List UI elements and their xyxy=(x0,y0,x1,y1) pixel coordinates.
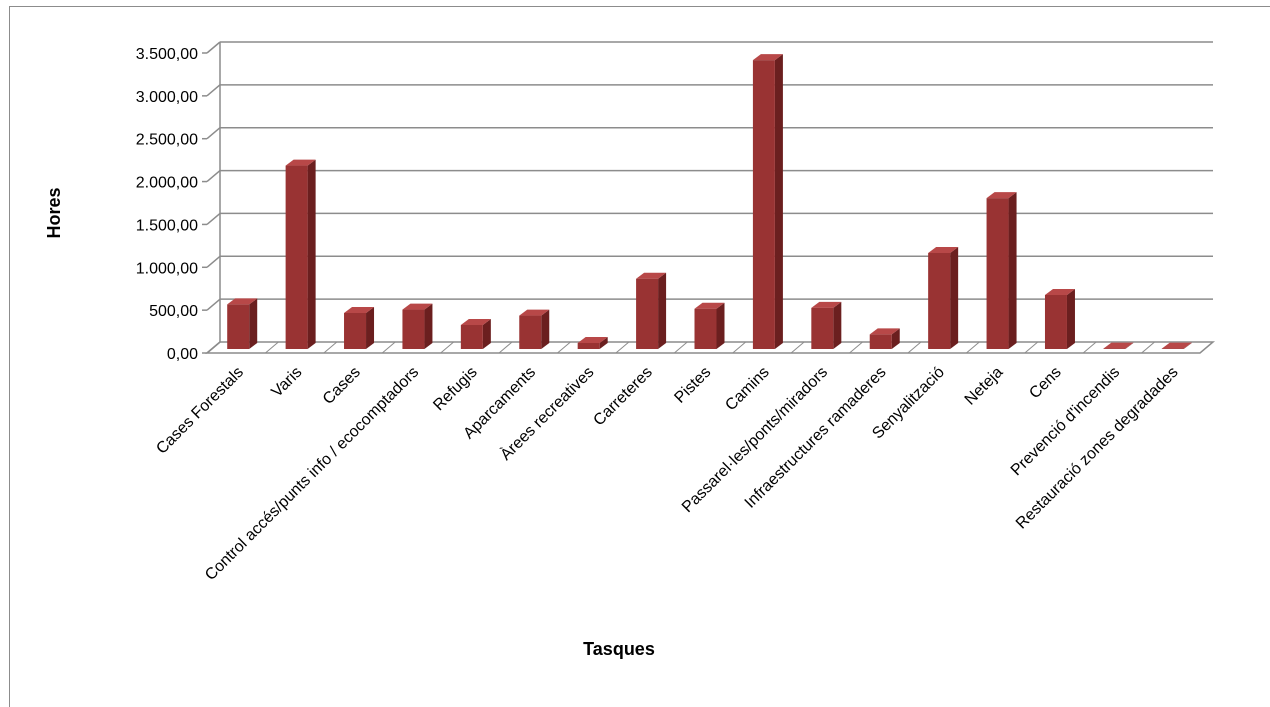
bar xyxy=(1103,343,1133,349)
bar xyxy=(1045,289,1075,349)
bar-side xyxy=(308,160,316,349)
gridline-depth xyxy=(207,299,220,310)
floor-separator xyxy=(966,342,979,353)
bar-side xyxy=(249,298,257,349)
y-tick-label: 3.500,00 xyxy=(136,46,198,63)
x-tick-label: Prevenció d'incendis xyxy=(1008,364,1123,479)
gridline-depth xyxy=(207,256,220,267)
floor-separator xyxy=(499,342,512,353)
y-tick-label: 1.000,00 xyxy=(136,260,198,277)
floor-separator xyxy=(265,342,278,353)
bar xyxy=(987,192,1017,349)
x-tick-label: Carreteres xyxy=(590,364,655,429)
bar xyxy=(753,54,783,349)
x-tick-label: Cens xyxy=(1026,364,1064,402)
gridline-depth xyxy=(207,213,220,224)
y-tick-label: 2.000,00 xyxy=(136,175,198,192)
floor-separator xyxy=(1142,342,1155,353)
bar-top xyxy=(1103,343,1133,349)
y-tick-label: 2.500,00 xyxy=(136,132,198,149)
bar-front xyxy=(286,166,308,349)
x-tick-label: Camins xyxy=(722,364,772,414)
bar-front xyxy=(227,304,249,349)
bar xyxy=(227,298,257,349)
floor-separator xyxy=(850,342,863,353)
bar xyxy=(461,319,491,349)
y-tick-label: 3.000,00 xyxy=(136,89,198,106)
y-tick-layer: 0,00 500,00 1.000,00 1.500,00 2.000,00 2.500,… xyxy=(136,46,198,363)
floor-separator xyxy=(674,342,687,353)
floor-separator xyxy=(382,342,395,353)
gridline-depth xyxy=(207,171,220,182)
bar-front xyxy=(1045,295,1067,349)
bar xyxy=(811,302,841,349)
bar xyxy=(578,337,608,349)
bar-front xyxy=(461,325,483,349)
bar-side xyxy=(1067,289,1075,349)
x-axis-title: Tasques xyxy=(583,639,655,659)
bar-side xyxy=(424,304,432,349)
gridline-depth xyxy=(207,85,220,96)
bar-front xyxy=(578,343,600,349)
bar-front xyxy=(519,316,541,349)
y-axis-title: Hores xyxy=(44,187,64,238)
bar xyxy=(870,328,900,349)
x-tick-label: Refugis xyxy=(430,364,480,414)
bar xyxy=(636,273,666,349)
x-tick-label: Cases Forestals xyxy=(153,364,247,458)
bar xyxy=(928,247,958,349)
floor-separator xyxy=(1025,342,1038,353)
bar xyxy=(286,160,316,349)
bar xyxy=(695,303,725,349)
bar xyxy=(519,310,549,349)
bar-side xyxy=(950,247,958,349)
bar xyxy=(402,304,432,349)
y-tick-label: 0,00 xyxy=(167,346,198,363)
bar xyxy=(1162,343,1192,349)
x-tick-label: Pistes xyxy=(671,364,714,407)
x-tick-label: Àrees recreatives xyxy=(496,362,597,463)
gridline-depth xyxy=(207,128,220,139)
x-tick-label: Varis xyxy=(268,364,305,401)
bar-front xyxy=(402,310,424,349)
y-tick-label: 500,00 xyxy=(149,303,198,320)
bar-front xyxy=(987,198,1009,349)
left-wall-edge xyxy=(207,42,220,353)
floor-separator xyxy=(733,342,746,353)
bar-side xyxy=(717,303,725,349)
floor-separator xyxy=(557,342,570,353)
bar-front xyxy=(695,309,717,349)
bar-front xyxy=(636,279,658,349)
bar-side xyxy=(833,302,841,349)
bar-front xyxy=(870,334,892,349)
bar-front xyxy=(811,308,833,349)
bar-front xyxy=(928,253,950,349)
bar-side xyxy=(658,273,666,349)
floor-separator xyxy=(791,342,804,353)
bar xyxy=(344,307,374,349)
bar-side xyxy=(1009,192,1017,349)
bar-side xyxy=(541,310,549,349)
bar-top xyxy=(1162,343,1192,349)
bar-layer xyxy=(227,54,1192,349)
bar-side xyxy=(366,307,374,349)
bar-front xyxy=(344,313,366,349)
floor-separator xyxy=(324,342,337,353)
gridline-depth xyxy=(207,42,220,53)
x-tick-label: Neteja xyxy=(962,364,1007,409)
bar-side xyxy=(775,54,783,349)
bar-front xyxy=(753,60,775,349)
x-tick-label: Cases xyxy=(320,364,364,408)
floor-separator xyxy=(1083,342,1096,353)
floor-separator xyxy=(441,342,454,353)
y-tick-label: 1.500,00 xyxy=(136,217,198,234)
floor-separator xyxy=(908,342,921,353)
floor-separator xyxy=(616,342,629,353)
x-tick-label: Control accés/punts info / ecocomptadors xyxy=(202,364,422,584)
